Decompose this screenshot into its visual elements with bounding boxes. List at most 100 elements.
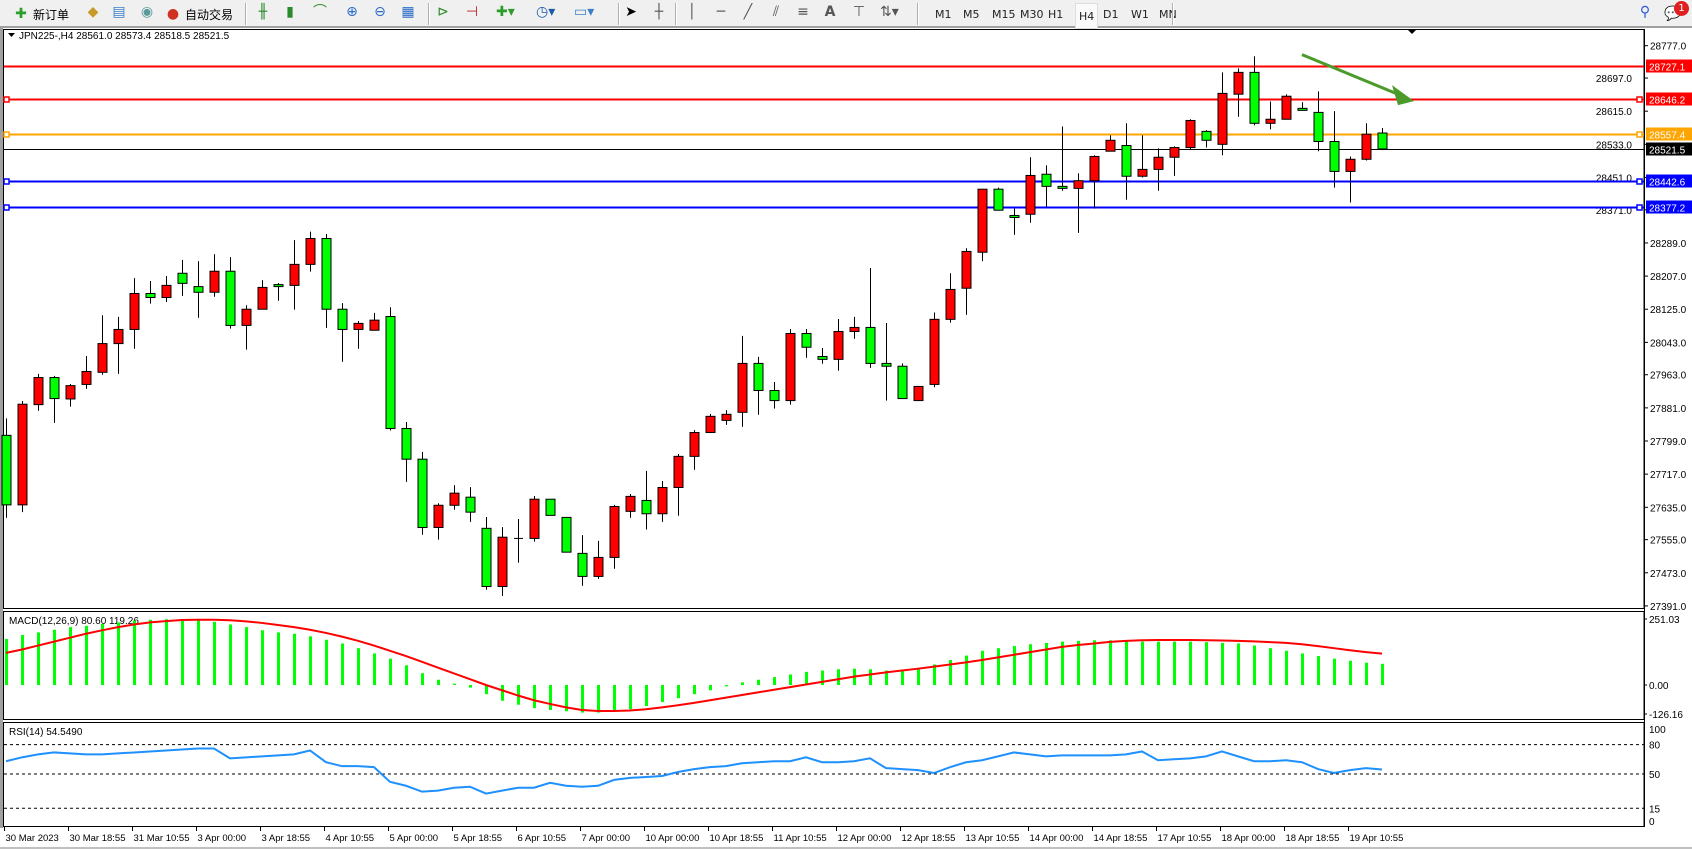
auto-trading-button[interactable]: ● 自动交易 xyxy=(164,3,233,25)
zoom-in-icon[interactable]: ⊕ xyxy=(346,4,358,20)
macd-histogram-bar xyxy=(1141,641,1144,685)
timeframe-d1[interactable]: D1 xyxy=(1103,7,1119,21)
time-tick-label: 4 Apr 10:55 xyxy=(326,833,375,844)
candle-bullish xyxy=(65,385,76,400)
candle-bullish xyxy=(1361,133,1372,160)
candle-bullish xyxy=(1105,139,1116,152)
gold-icon[interactable]: ◆ xyxy=(87,4,99,20)
macd-histogram-bar xyxy=(693,685,696,695)
macd-histogram-bar xyxy=(1029,644,1032,685)
macd-histogram-bar xyxy=(213,621,216,685)
indicators-icon[interactable]: ✚▾ xyxy=(496,4,515,20)
bottom-border xyxy=(0,847,1692,849)
price-tick-label: 27963.0 xyxy=(1650,371,1687,382)
price-tick-label: 28125.0 xyxy=(1650,305,1687,316)
equidistant-channel-icon[interactable]: ⫽ xyxy=(772,4,780,20)
macd-histogram-bar xyxy=(741,682,744,685)
price-tick-label: 28615.0 xyxy=(1596,107,1633,118)
zoom-out-icon[interactable]: ⊖ xyxy=(374,4,386,20)
timeframe-h4[interactable]: H4 xyxy=(1075,3,1099,29)
timeframe-m5[interactable]: M5 xyxy=(963,7,980,21)
candle-bearish xyxy=(561,516,572,553)
signals-icon[interactable]: ◉ xyxy=(140,4,154,20)
candle-bearish xyxy=(321,238,332,310)
candle-bullish xyxy=(1345,158,1356,172)
price-label: 28557.4 xyxy=(1649,131,1686,142)
candle-bearish xyxy=(1249,71,1260,124)
timeframe-m15[interactable]: M15 xyxy=(992,7,1016,21)
candle-bearish xyxy=(1009,214,1020,218)
cursor-icon[interactable]: ➤ xyxy=(625,4,637,20)
macd-histogram-bar xyxy=(613,685,616,712)
trendline-icon[interactable]: ╱ xyxy=(743,4,753,20)
auto-trading-icon: ● xyxy=(166,6,180,22)
candle-bullish xyxy=(705,415,716,434)
periods-icon[interactable]: ◷▾ xyxy=(536,4,556,20)
macd-histogram-bar xyxy=(1381,663,1384,685)
candle-bearish xyxy=(865,326,876,364)
candle-bearish xyxy=(897,365,908,400)
timeframe-m30[interactable]: M30 xyxy=(1020,7,1044,21)
market-watch-icon[interactable]: ▤ xyxy=(112,4,126,20)
macd-histogram-bar xyxy=(101,623,104,685)
level-line-handle xyxy=(1636,204,1643,211)
new-order-button[interactable]: ✚ 新订单 xyxy=(12,3,69,25)
candle-bullish xyxy=(1185,119,1196,149)
candle-bearish xyxy=(1201,130,1212,141)
macd-histogram-bar xyxy=(1269,648,1272,685)
macd-histogram-bar xyxy=(1301,653,1304,685)
text-label-icon[interactable]: ⊤ xyxy=(852,4,866,20)
arrows-icon[interactable]: ⇅▾ xyxy=(880,4,899,20)
candle-bullish xyxy=(609,505,620,558)
price-tick-label: 27473.0 xyxy=(1650,569,1687,580)
tile-windows-icon[interactable]: ▦ xyxy=(401,4,415,20)
timeframe-w1[interactable]: W1 xyxy=(1131,7,1149,21)
candle-bearish xyxy=(1313,111,1324,142)
vertical-line-icon[interactable]: │ xyxy=(687,4,697,20)
macd-histogram-bar xyxy=(1093,640,1096,685)
candlestick-icon[interactable]: ▮ xyxy=(286,4,294,20)
candle-bearish xyxy=(577,552,588,577)
macd-histogram-bar xyxy=(677,685,680,699)
autoscroll-icon[interactable]: ⊳ xyxy=(437,4,449,20)
macd-histogram-bar xyxy=(917,667,920,685)
bar-chart-icon[interactable]: ╫ xyxy=(258,4,268,20)
price-tick-label: 27635.0 xyxy=(1650,503,1687,514)
candle-bullish xyxy=(1137,168,1148,177)
price-tick-label: 28043.0 xyxy=(1650,338,1687,349)
price-label: 28377.2 xyxy=(1649,204,1686,215)
fibonacci-icon[interactable]: ≡ xyxy=(797,4,809,20)
macd-histogram-bar xyxy=(1237,643,1240,685)
price-tick-label: 28533.0 xyxy=(1596,140,1633,151)
time-tick-label: 14 Apr 18:55 xyxy=(1094,833,1148,844)
candle-bullish xyxy=(945,288,956,320)
macd-histogram-bar xyxy=(661,685,664,703)
candle-bullish xyxy=(673,455,684,488)
search-icon[interactable]: ⚲ xyxy=(1639,4,1651,20)
text-icon[interactable]: A xyxy=(824,4,836,20)
horizontal-line-icon[interactable]: ─ xyxy=(716,4,726,20)
macd-histogram-bar xyxy=(229,624,232,685)
price-label-box xyxy=(1646,59,1692,73)
price-label: 28727.1 xyxy=(1649,63,1686,74)
candle-bearish xyxy=(145,292,156,299)
chart-shift-icon[interactable]: ⊣ xyxy=(465,4,479,20)
macd-histogram-bar xyxy=(533,685,536,709)
time-tick-label: 14 Apr 00:00 xyxy=(1030,833,1084,844)
timeframe-mn[interactable]: MN xyxy=(1159,7,1177,21)
time-tick-label: 18 Apr 00:00 xyxy=(1222,833,1276,844)
timeframe-h1[interactable]: H1 xyxy=(1048,7,1064,21)
timeframe-m1[interactable]: M1 xyxy=(935,7,952,21)
line-chart-icon[interactable]: ⌒ xyxy=(313,4,327,20)
macd-histogram-bar xyxy=(981,650,984,685)
candle-bullish xyxy=(737,362,748,413)
crosshair-icon[interactable]: ┼ xyxy=(654,4,664,20)
time-tick-label: 17 Apr 10:55 xyxy=(1158,833,1212,844)
candle-bearish xyxy=(1057,185,1068,189)
rsi-line xyxy=(5,747,1383,795)
candle-bullish xyxy=(913,385,924,402)
toolbar: ✚ 新订单 ◆ ▤ ◉ ● 自动交易 ╫ ▮ ⌒ ⊕ ⊖ ▦ ⊳ ⊣ ✚▾ ◷▾… xyxy=(0,0,1692,29)
templates-icon[interactable]: ▭▾ xyxy=(574,4,595,20)
macd-histogram-bar xyxy=(645,685,648,707)
